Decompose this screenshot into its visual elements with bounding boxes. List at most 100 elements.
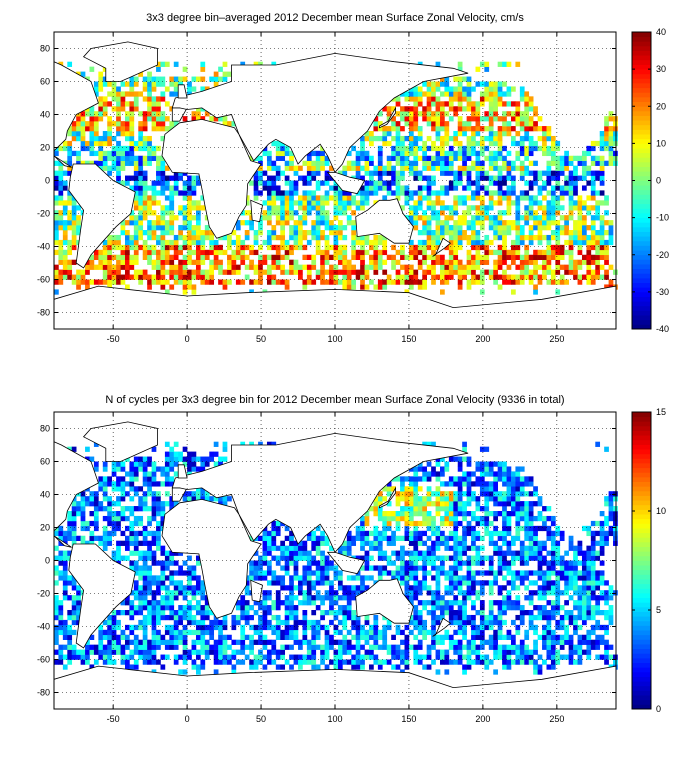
heatmap-cell xyxy=(524,274,530,280)
heatmap-cell xyxy=(417,550,423,556)
heatmap-cell xyxy=(408,555,414,561)
heatmap-cell xyxy=(479,101,485,107)
heatmap-cell xyxy=(218,279,223,285)
heatmap-cell xyxy=(111,165,117,171)
heatmap-cell xyxy=(413,249,419,256)
heatmap-cell xyxy=(431,145,436,152)
heatmap-cell xyxy=(337,629,343,636)
heatmap-cell xyxy=(377,540,383,546)
heatmap-cell xyxy=(413,269,419,275)
heatmap-cell xyxy=(209,116,215,122)
coastline xyxy=(355,198,414,244)
heatmap-cell xyxy=(524,220,530,226)
heatmap-cell xyxy=(604,649,609,655)
heatmap-cell xyxy=(595,140,601,147)
heatmap-cell xyxy=(404,145,410,152)
heatmap-cell xyxy=(271,195,277,201)
heatmap-cell xyxy=(435,600,441,606)
heatmap-cell xyxy=(537,230,543,236)
heatmap-cell xyxy=(604,254,609,260)
heatmap-cell xyxy=(577,155,583,161)
heatmap-cell xyxy=(448,170,454,176)
heatmap-cell xyxy=(426,654,432,660)
heatmap-cell xyxy=(431,86,436,92)
heatmap-cell xyxy=(67,624,73,631)
heatmap-cell xyxy=(426,649,432,655)
colorbar-tick-label: 30 xyxy=(656,64,666,74)
heatmap-cell xyxy=(187,654,192,660)
heatmap-cell xyxy=(98,76,104,82)
heatmap-cell xyxy=(164,185,170,191)
heatmap-cell xyxy=(440,140,445,147)
heatmap-cell xyxy=(457,535,463,541)
heatmap-cell xyxy=(373,614,379,621)
heatmap-cell xyxy=(275,264,281,270)
heatmap-cell xyxy=(533,170,538,176)
heatmap-cell xyxy=(302,234,308,241)
heatmap-cell xyxy=(413,155,419,161)
heatmap-cell xyxy=(479,570,485,576)
heatmap-cell xyxy=(479,150,485,157)
heatmap-cell xyxy=(360,634,365,640)
heatmap-cell xyxy=(488,614,494,621)
heatmap-cell xyxy=(444,555,450,561)
heatmap-cell xyxy=(444,165,450,171)
heatmap-cell xyxy=(581,175,587,181)
heatmap-cell xyxy=(209,634,215,640)
heatmap-cell xyxy=(124,259,130,265)
heatmap-cell xyxy=(129,600,135,606)
heatmap-cell xyxy=(404,634,410,640)
heatmap-cell xyxy=(253,565,259,571)
heatmap-cell xyxy=(515,140,521,147)
heatmap-cell xyxy=(497,215,503,221)
heatmap-cell xyxy=(546,644,552,650)
heatmap-cell xyxy=(373,180,379,186)
heatmap-cell xyxy=(435,654,441,660)
heatmap-cell xyxy=(599,550,605,556)
heatmap-cell xyxy=(346,659,352,665)
heatmap-cell xyxy=(124,244,130,251)
heatmap-cell xyxy=(98,140,104,147)
heatmap-cell xyxy=(524,249,530,256)
heatmap-cell xyxy=(262,259,268,265)
heatmap-cell xyxy=(160,570,166,576)
heatmap-cell xyxy=(484,619,490,626)
heatmap-cell xyxy=(346,550,352,556)
heatmap-cell xyxy=(475,121,481,127)
heatmap-cell xyxy=(400,649,405,655)
heatmap-cell xyxy=(156,600,161,606)
heatmap-cell xyxy=(586,165,592,171)
heatmap-cell xyxy=(515,101,521,107)
heatmap-cell xyxy=(360,249,365,256)
heatmap-cell xyxy=(182,595,188,601)
heatmap-cell xyxy=(200,274,206,280)
heatmap-cell xyxy=(58,254,64,260)
heatmap-cell xyxy=(422,175,427,181)
heatmap-cell xyxy=(475,595,481,601)
heatmap-cell xyxy=(280,585,286,591)
heatmap-cell xyxy=(364,249,370,256)
heatmap-cell xyxy=(258,225,263,231)
colorbar-segment xyxy=(632,175,651,181)
heatmap-cell xyxy=(275,649,281,655)
heatmap-cell xyxy=(204,624,210,631)
heatmap-cell xyxy=(160,230,166,236)
heatmap-cell xyxy=(550,654,556,660)
heatmap-cell xyxy=(133,249,139,256)
heatmap-cell xyxy=(178,274,183,280)
heatmap-cell xyxy=(124,644,130,650)
heatmap-cell xyxy=(271,175,277,181)
heatmap-cell xyxy=(595,249,601,256)
heatmap-cell xyxy=(320,220,325,226)
heatmap-cell xyxy=(258,180,263,186)
heatmap-cell xyxy=(426,215,432,221)
heatmap-cell xyxy=(413,590,419,596)
heatmap-cell xyxy=(377,155,383,161)
heatmap-cell xyxy=(479,140,485,147)
heatmap-cell xyxy=(67,200,73,206)
heatmap-cell xyxy=(138,205,144,211)
heatmap-cell xyxy=(528,135,534,142)
heatmap-cell xyxy=(71,540,77,546)
heatmap-cell xyxy=(462,274,467,280)
heatmap-cell xyxy=(320,264,325,270)
